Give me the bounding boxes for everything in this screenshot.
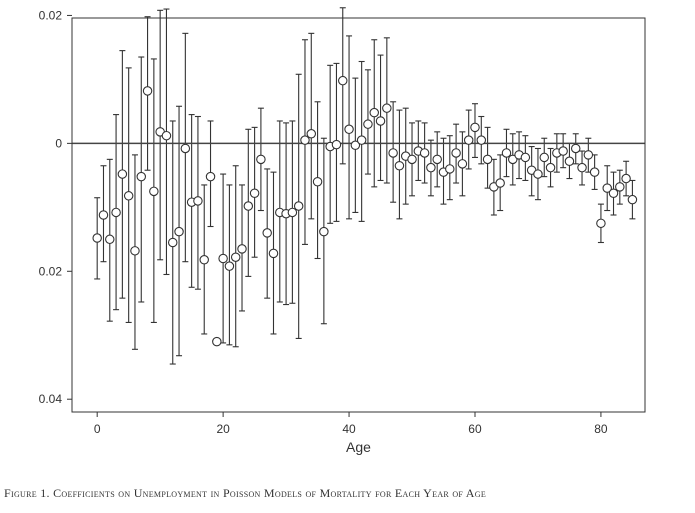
data-point [312, 176, 323, 187]
data-point [218, 253, 228, 264]
data-point [621, 173, 631, 184]
data-point [470, 122, 480, 133]
data-point [501, 148, 512, 158]
data-point [350, 140, 361, 151]
figure-caption: Figure 1. Coefficients on Unemployment i… [4, 486, 487, 500]
data-point [476, 135, 487, 145]
data-point [375, 116, 386, 126]
data-point [463, 135, 474, 145]
x-axis-label: Age [346, 439, 371, 455]
data-point [230, 252, 241, 262]
data-point [117, 169, 128, 179]
data-point [167, 237, 178, 248]
data-point [577, 162, 587, 173]
data-point [268, 248, 279, 259]
y-axis-ticks: 0.02 0 0.02 0.04 [39, 8, 72, 406]
data-point [243, 201, 254, 211]
data-point [149, 186, 159, 197]
data-points [92, 75, 638, 347]
data-point [256, 154, 266, 165]
data-point [457, 159, 468, 169]
y-tick-label: 0.02 [39, 264, 63, 278]
data-point [495, 178, 505, 188]
data-point [426, 162, 436, 173]
data-point [306, 129, 317, 139]
data-point [161, 130, 172, 141]
y-tick-label: 0.02 [39, 8, 63, 22]
data-point [369, 107, 379, 118]
data-point [394, 161, 405, 171]
y-tick-label: 0 [55, 136, 62, 150]
data-point [293, 201, 304, 211]
data-point [130, 246, 140, 256]
plot-frame [71, 17, 646, 413]
data-point [596, 218, 606, 229]
data-point [482, 154, 493, 165]
data-point [570, 143, 581, 154]
x-tick-label: 80 [594, 422, 608, 436]
x-tick-label: 0 [94, 422, 101, 436]
data-point [180, 143, 191, 154]
data-point [136, 171, 147, 182]
data-point [123, 191, 134, 201]
data-point [602, 183, 612, 193]
data-point [608, 188, 619, 199]
data-point [105, 234, 115, 245]
data-point [224, 261, 235, 271]
data-point [388, 148, 398, 158]
data-point [212, 336, 222, 347]
error-bar [163, 8, 170, 276]
data-point [627, 194, 638, 205]
error-bar [308, 32, 315, 220]
data-point [432, 154, 442, 165]
data-point [564, 156, 575, 167]
y-tick-label: 0.04 [39, 392, 63, 406]
data-point [539, 152, 550, 163]
data-point [111, 207, 121, 218]
data-point [558, 146, 568, 156]
data-point [382, 103, 392, 113]
data-point [344, 124, 354, 135]
x-tick-label: 20 [216, 422, 230, 436]
data-point [237, 244, 247, 254]
data-point [338, 75, 348, 86]
data-point [445, 164, 455, 174]
x-tick-label: 40 [342, 422, 356, 436]
data-point [533, 169, 543, 179]
data-point [545, 162, 556, 173]
data-point [142, 86, 153, 96]
error-bars [94, 7, 636, 365]
data-point [262, 228, 272, 238]
data-point [92, 233, 102, 243]
data-point [615, 182, 625, 192]
data-point [205, 171, 216, 182]
data-point [451, 148, 461, 158]
data-point [419, 148, 430, 158]
data-point [174, 226, 184, 237]
data-point [407, 154, 417, 165]
data-point [356, 135, 367, 145]
data-point [249, 188, 260, 199]
data-point [319, 226, 329, 237]
x-tick-label: 60 [468, 422, 482, 436]
error-bar [339, 7, 346, 165]
x-axis-ticks: 0 20 40 60 80 [94, 412, 608, 436]
data-point [300, 135, 310, 145]
data-point [363, 119, 373, 129]
data-point [583, 150, 594, 160]
data-point [520, 152, 531, 163]
data-point [98, 210, 109, 220]
data-point [193, 196, 203, 206]
chart: 0 20 40 60 80 0.02 0 0.02 0.04 Age [39, 7, 646, 455]
data-point [199, 255, 209, 265]
data-point [287, 207, 298, 218]
data-point [589, 167, 600, 177]
data-point [508, 154, 518, 165]
data-point [331, 139, 342, 150]
